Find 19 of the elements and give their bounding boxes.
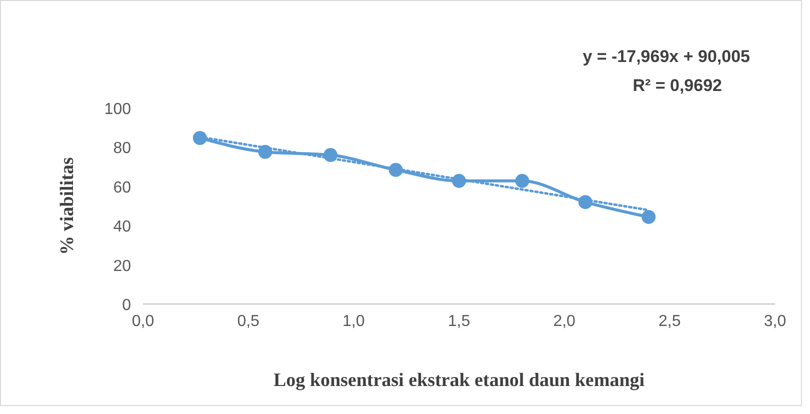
- text: R² = 0,9692: [632, 76, 722, 95]
- point: [515, 174, 530, 188]
- x-tick-label: 2,5: [658, 313, 681, 330]
- y-tick-label: 80: [113, 140, 132, 158]
- x-tick-label: 1,0: [342, 313, 365, 330]
- y-tick-label: 60: [113, 179, 132, 196]
- x-tick-label: 0,0: [132, 313, 154, 330]
- text: y = -17,969x + 90,005: [582, 47, 750, 66]
- y-tick-label: 0: [122, 297, 132, 314]
- x-tick-label: 2,0: [553, 313, 576, 330]
- x-tick-label: 0,5: [237, 313, 260, 330]
- x-tick-label: 1,5: [448, 313, 470, 330]
- y-axis-title: % viabilitas: [57, 157, 78, 255]
- y-tick-label: 20: [113, 258, 132, 275]
- point: [642, 210, 656, 224]
- x-tick-label: 3,0: [764, 313, 786, 330]
- x-axis-title: Log konsentrasi ekstrak etanol daun kemangi: [273, 370, 645, 391]
- y-tick-label: 40: [113, 218, 132, 236]
- y-tick-label: 100: [104, 101, 132, 118]
